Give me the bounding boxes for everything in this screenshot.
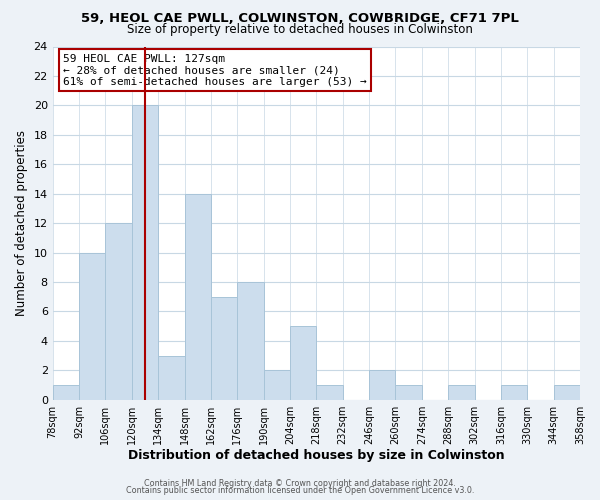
Bar <box>79 252 106 400</box>
X-axis label: Distribution of detached houses by size in Colwinston: Distribution of detached houses by size … <box>128 450 505 462</box>
Text: Contains HM Land Registry data © Crown copyright and database right 2024.: Contains HM Land Registry data © Crown c… <box>144 478 456 488</box>
Y-axis label: Number of detached properties: Number of detached properties <box>15 130 28 316</box>
Bar <box>132 106 158 400</box>
Bar <box>158 356 185 400</box>
Bar <box>53 385 79 400</box>
Bar <box>106 223 132 400</box>
Bar <box>448 385 475 400</box>
Text: 59 HEOL CAE PWLL: 127sqm
← 28% of detached houses are smaller (24)
61% of semi-d: 59 HEOL CAE PWLL: 127sqm ← 28% of detach… <box>63 54 367 87</box>
Bar <box>316 385 343 400</box>
Bar <box>369 370 395 400</box>
Text: 59, HEOL CAE PWLL, COLWINSTON, COWBRIDGE, CF71 7PL: 59, HEOL CAE PWLL, COLWINSTON, COWBRIDGE… <box>81 12 519 26</box>
Bar <box>395 385 422 400</box>
Bar <box>554 385 580 400</box>
Bar <box>501 385 527 400</box>
Title: 59, HEOL CAE PWLL, COLWINSTON, COWBRIDGE, CF71 7PL
Size of property relative to : 59, HEOL CAE PWLL, COLWINSTON, COWBRIDGE… <box>0 499 1 500</box>
Text: Contains public sector information licensed under the Open Government Licence v3: Contains public sector information licen… <box>126 486 474 495</box>
Bar <box>211 296 237 400</box>
Bar <box>290 326 316 400</box>
Bar <box>263 370 290 400</box>
Bar <box>237 282 263 400</box>
Text: Size of property relative to detached houses in Colwinston: Size of property relative to detached ho… <box>127 22 473 36</box>
Bar <box>185 194 211 400</box>
